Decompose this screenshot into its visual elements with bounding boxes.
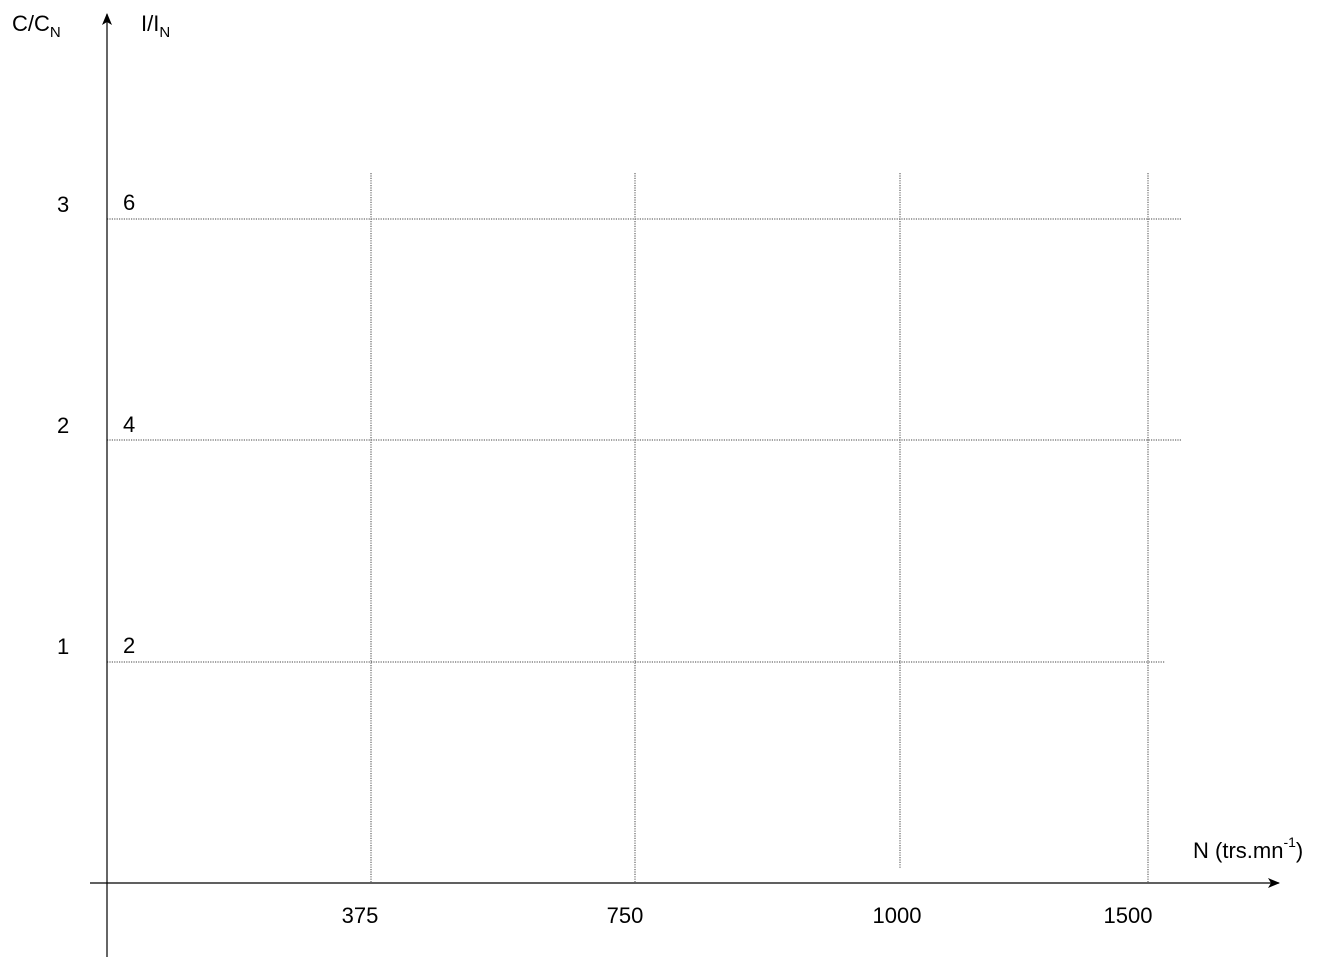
x-tick-1000: 1000 [873,903,922,928]
y-left-tick-3: 3 [57,192,69,217]
y-right-tick-4: 4 [123,412,135,437]
y-right-tick-6: 6 [123,190,135,215]
x-tick-750: 750 [607,903,644,928]
grid [107,173,1181,882]
x-tick-1500: 1500 [1104,903,1153,928]
x-tick-375: 375 [342,903,379,928]
y-right-tick-2: 2 [123,633,135,658]
y-left-tick-2: 2 [57,413,69,438]
y-left-tick-1: 1 [57,634,69,659]
y-left-axis-label: C/CN [12,11,61,41]
y-right-axis-label: I/IN [141,11,170,41]
x-axis-label: N (trs.mn-1) [1193,834,1303,863]
